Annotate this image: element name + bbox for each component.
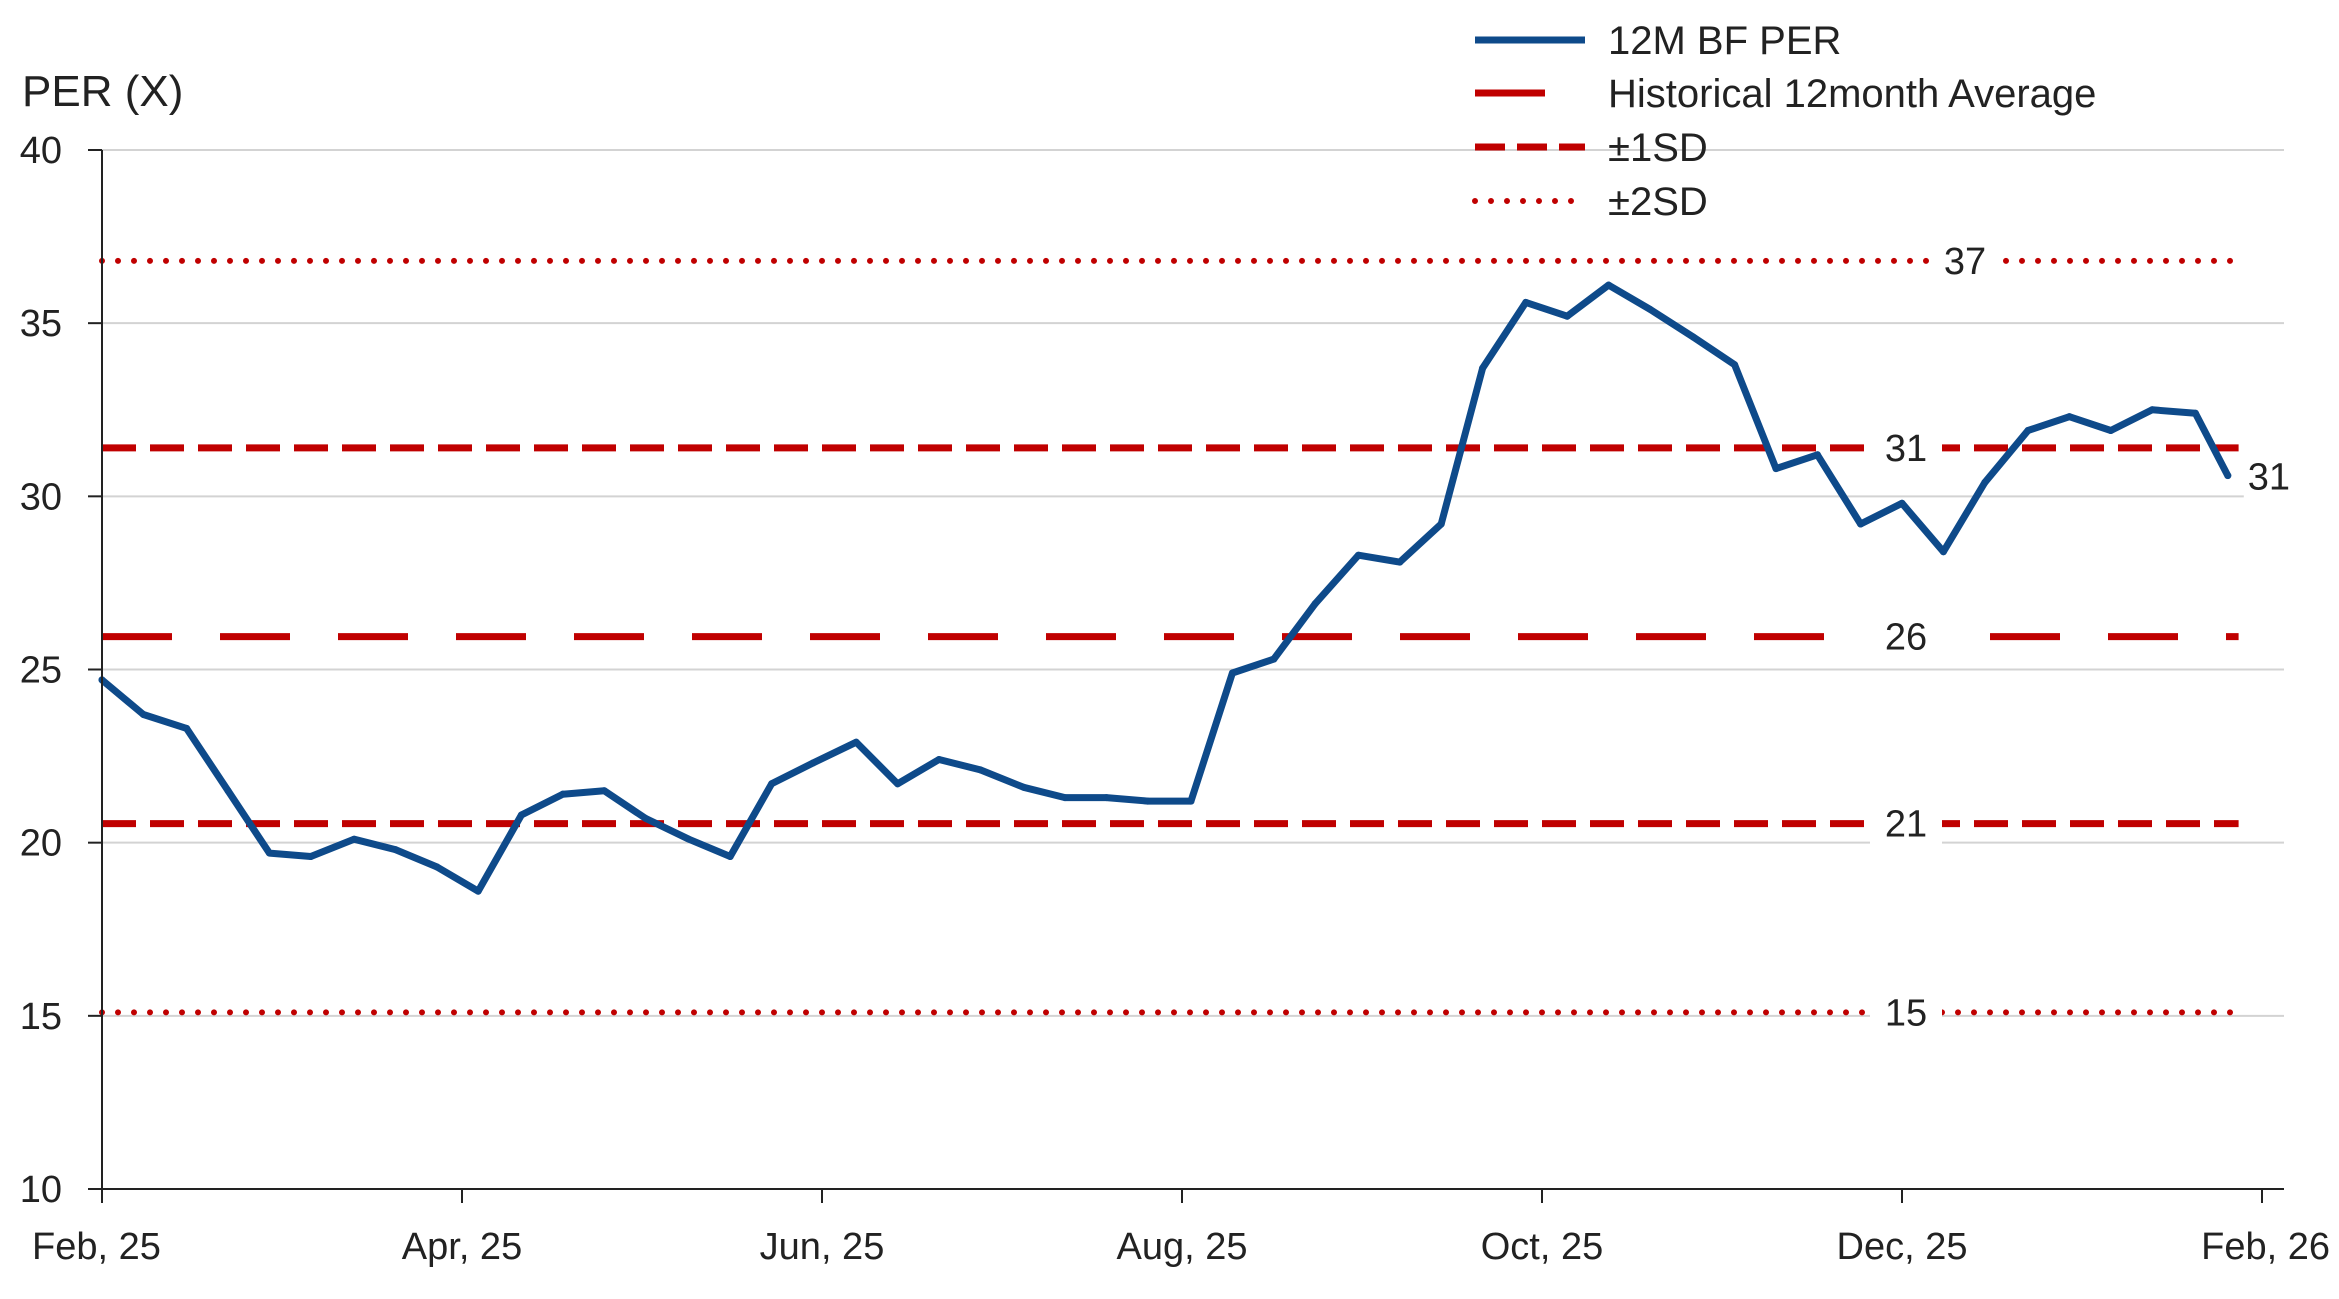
ref-label-15: 15 — [1885, 992, 1927, 1034]
data-point — [391, 846, 399, 854]
data-point — [2107, 427, 2115, 435]
data-point — [1396, 558, 1404, 566]
data-point — [935, 756, 943, 764]
y-tick-label-35: 35 — [20, 303, 62, 345]
data-point — [600, 787, 608, 795]
legend-label-3: ±2SD — [1608, 180, 1708, 224]
y-axis-title: PER (X) — [22, 67, 183, 116]
legend-label-0: 12M BF PER — [1608, 19, 1841, 63]
data-point — [1187, 797, 1195, 805]
data-point — [768, 780, 776, 788]
data-point — [1020, 783, 1028, 791]
data-point — [265, 849, 273, 857]
data-point — [1563, 312, 1571, 320]
series-end-label: 31 — [2248, 457, 2290, 499]
ref-label-bg — [1870, 417, 1942, 474]
data-point — [307, 853, 315, 861]
data-point — [1772, 465, 1780, 473]
y-tick-label-10: 10 — [20, 1169, 62, 1211]
ref-label-bg — [1870, 982, 1942, 1039]
x-tick-label-0: Feb, 25 — [32, 1226, 161, 1268]
series-layer — [98, 281, 2232, 895]
data-point — [1061, 794, 1069, 802]
data-point — [1102, 794, 1110, 802]
x-tick-label-2: Jun, 25 — [760, 1226, 885, 1268]
data-point — [1898, 499, 1906, 507]
data-point — [559, 790, 567, 798]
data-point — [474, 887, 482, 895]
ref-label-bg — [1870, 606, 1942, 663]
data-point — [1939, 548, 1947, 556]
data-point — [1228, 669, 1236, 677]
data-point — [1311, 600, 1319, 608]
y-tick-label-30: 30 — [20, 476, 62, 518]
data-point — [1981, 478, 1989, 486]
data-point — [852, 738, 860, 746]
x-tick-label-4: Oct, 25 — [1481, 1226, 1604, 1268]
data-point — [1605, 281, 1613, 289]
legend-label-1: Historical 12month Average — [1608, 72, 2096, 116]
x-tick-label-6: Feb, 26 — [2201, 1226, 2330, 1268]
data-point — [1813, 451, 1821, 459]
data-point — [1144, 797, 1152, 805]
ref-label-37: 37 — [1944, 241, 1986, 283]
ref-label-bg — [1870, 793, 1942, 850]
ref-label-26: 26 — [1885, 617, 1927, 659]
data-point — [642, 814, 650, 822]
y-tick-label-40: 40 — [20, 130, 62, 172]
y-tick-label-15: 15 — [20, 996, 62, 1038]
data-point — [1646, 305, 1654, 313]
data-point — [517, 811, 525, 819]
series-line-0 — [98, 281, 2232, 895]
x-tick-label-3: Aug, 25 — [1117, 1226, 1248, 1268]
reference-labels: 37 31 26 21 15 31 — [1870, 230, 2314, 1039]
x-tick-label-1: Apr, 25 — [402, 1226, 522, 1268]
data-point — [976, 766, 984, 774]
legend: 12M BF PER Historical 12month Average ±1SD… — [1472, 19, 2096, 224]
data-point — [2191, 409, 2199, 417]
ref-label-31: 31 — [1885, 428, 1927, 470]
data-point — [1689, 333, 1697, 341]
ref-label-21: 21 — [1885, 804, 1927, 846]
ref-label-bg — [1929, 230, 2001, 287]
axes: 10 15 20 25 30 35 40 Feb, 25 Apr, 25 Jun, 25 Aug, … — [20, 130, 2330, 1268]
y-tick-label-25: 25 — [20, 650, 62, 692]
data-point — [809, 759, 817, 767]
data-point — [1437, 520, 1445, 528]
data-point — [350, 835, 358, 843]
end-label-bg — [2243, 447, 2314, 504]
data-point — [183, 724, 191, 732]
data-point — [1522, 298, 1530, 306]
data-point — [2024, 427, 2032, 435]
data-point — [1731, 361, 1739, 369]
data-point — [2148, 406, 2156, 414]
data-point — [1270, 655, 1278, 663]
data-point — [2224, 472, 2232, 480]
data-point — [1857, 520, 1865, 528]
data-point — [224, 787, 232, 795]
legend-label-2: ±1SD — [1608, 126, 1708, 170]
data-point — [685, 835, 693, 843]
data-point — [1479, 364, 1487, 372]
data-point — [2065, 413, 2073, 421]
data-point — [894, 780, 902, 788]
data-point — [433, 863, 441, 871]
data-point — [139, 711, 147, 719]
y-tick-label-20: 20 — [20, 823, 62, 865]
x-tick-label-5: Dec, 25 — [1837, 1226, 1968, 1268]
data-point — [1354, 551, 1362, 559]
data-point — [726, 853, 734, 861]
